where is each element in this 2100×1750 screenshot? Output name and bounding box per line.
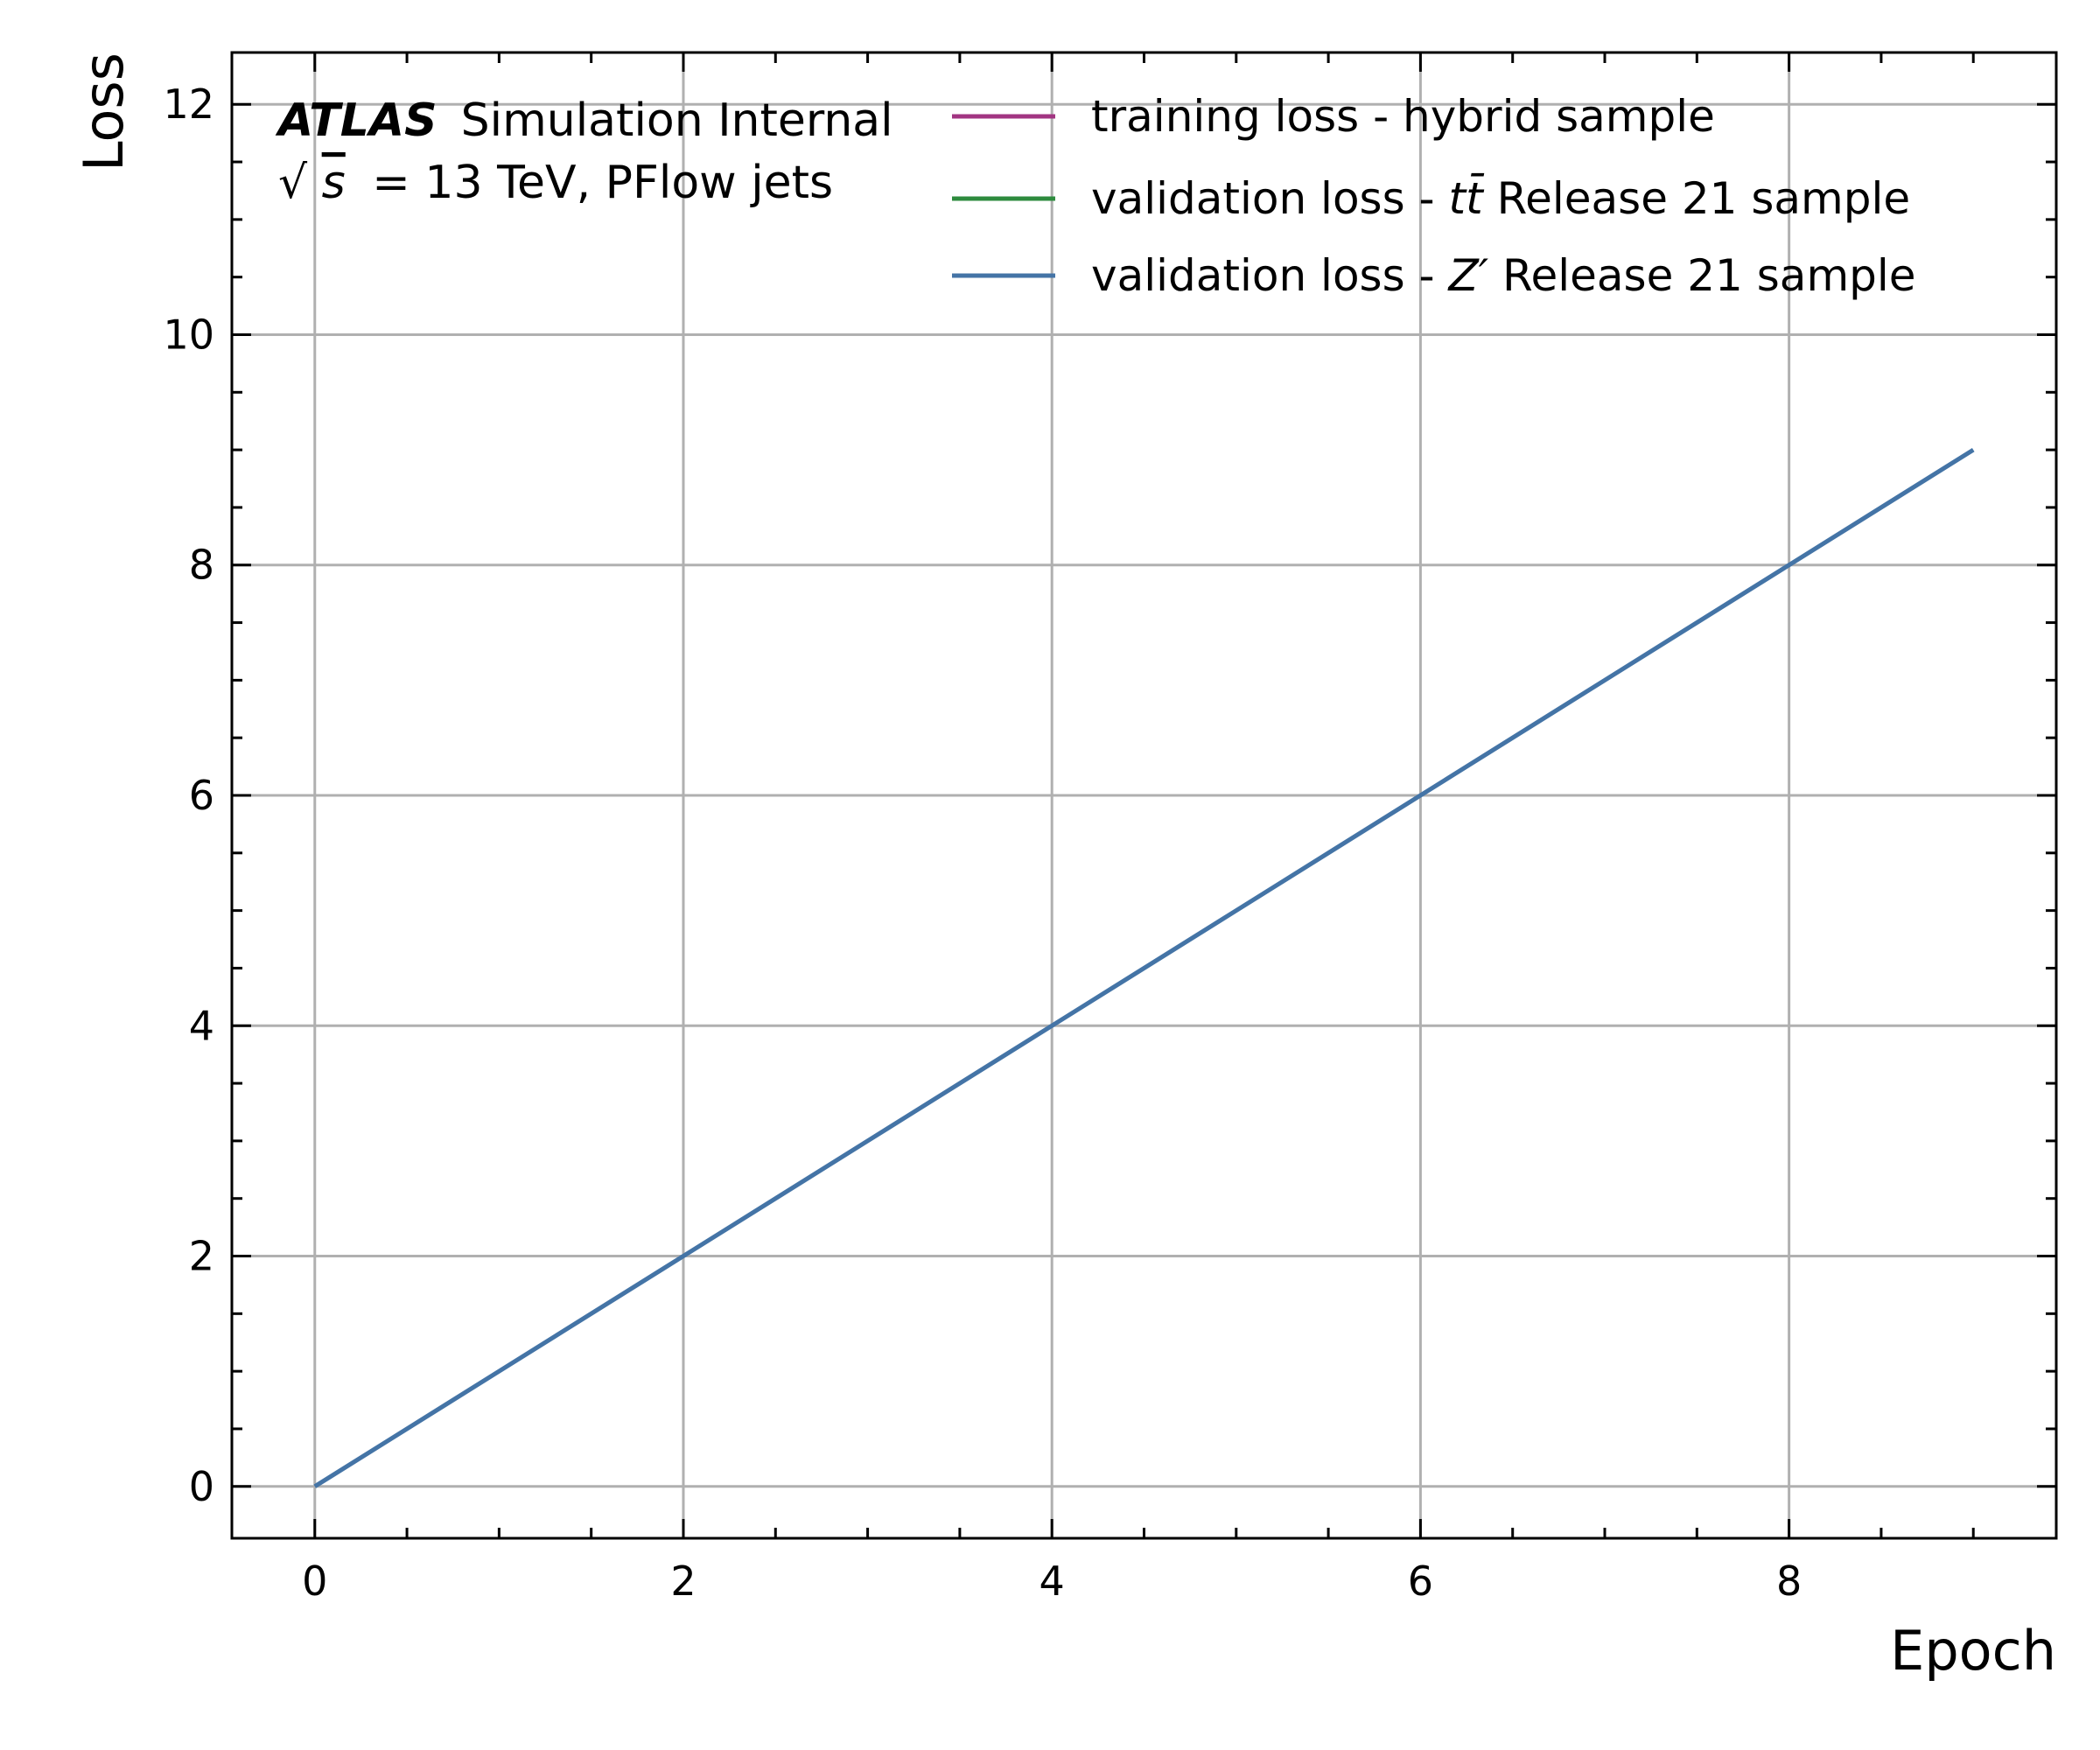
- x-tick-label: 8: [1776, 1558, 1802, 1605]
- y-tick-label: 10: [163, 311, 214, 358]
- legend-label: training loss - hybrid sample: [1091, 91, 1715, 142]
- legend-label: validation loss - tt̄ Release 21 sample: [1091, 172, 1910, 224]
- x-axis-title: Epoch: [1890, 1619, 2056, 1683]
- atlas-experiment: ATLAS: [275, 94, 438, 147]
- y-tick-label: 0: [189, 1463, 214, 1510]
- y-tick-label: 6: [189, 772, 214, 819]
- legend-label-part: Release 21 sample: [1488, 250, 1915, 301]
- legend-label-part: Release 21 sample: [1483, 173, 1910, 224]
- legend: training loss - hybrid sample validation …: [952, 91, 1916, 301]
- x-tick-label: 2: [670, 1558, 696, 1605]
- x-tick-label: 4: [1040, 1558, 1065, 1605]
- legend-label-part: validation loss -: [1091, 250, 1448, 301]
- x-tick-label: 0: [302, 1558, 327, 1605]
- y-tick-label: 12: [163, 80, 214, 128]
- series-layer: [313, 447, 1975, 1488]
- y-tick-label: 4: [189, 1002, 214, 1049]
- y-tick-label: 8: [189, 542, 214, 589]
- s-symbol: s: [322, 157, 346, 209]
- atlas-simulation-label: Simulation Internal: [461, 94, 893, 147]
- sqrt-symbol: √: [278, 157, 308, 209]
- grid-lines: [232, 52, 2056, 1538]
- x-tick-label: 6: [1408, 1558, 1433, 1605]
- y-axis-title: Loss: [72, 52, 136, 172]
- legend-label-part: tt̄: [1448, 172, 1485, 224]
- legend-label-part: Z′: [1446, 250, 1488, 301]
- series-line-3: [313, 447, 1975, 1488]
- y-tick-label: 2: [189, 1233, 214, 1280]
- svg-text:ATLAS Simulation Interna: ATLAS Simulation Internal: [275, 94, 893, 147]
- atlas-label: ATLAS Simulation Internal √ s = 13 TeV, …: [275, 94, 893, 209]
- svg-text:√ s = 13 TeV, PFlo: √ s = 13 TeV, PFlow jets: [278, 157, 833, 209]
- legend-label: validation loss - Z′ Release 21 sample: [1091, 250, 1916, 301]
- energy-label: = 13 TeV, PFlow jets: [372, 157, 833, 209]
- plot-frame: [230, 51, 2058, 1540]
- tick-labels: 0 2 4 6 8 0 2 4 6 8 10 12: [163, 80, 1802, 1605]
- legend-label-part: validation loss -: [1091, 173, 1448, 224]
- axis-ticks: [232, 52, 2056, 1538]
- legend-label-part: training loss - hybrid sample: [1091, 91, 1715, 142]
